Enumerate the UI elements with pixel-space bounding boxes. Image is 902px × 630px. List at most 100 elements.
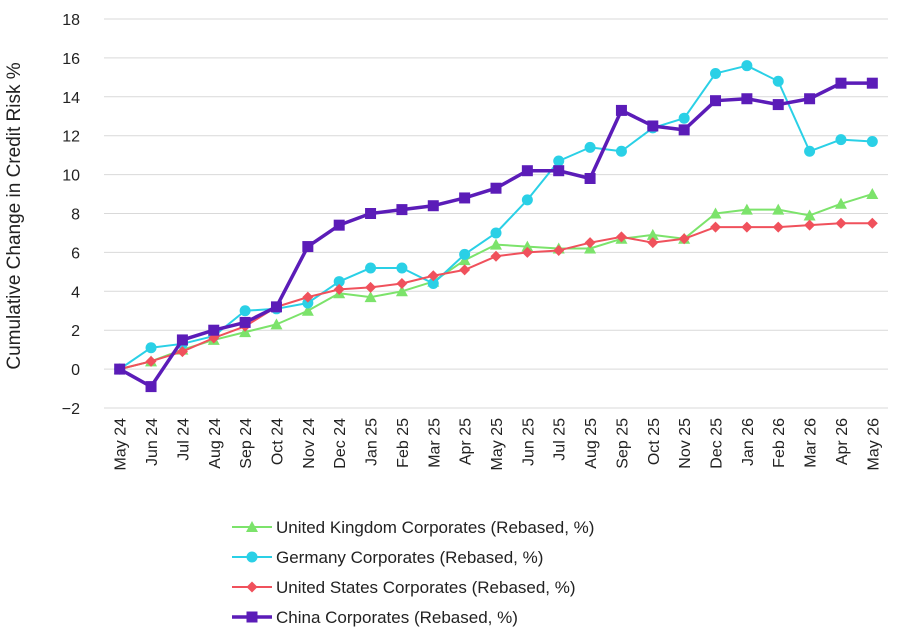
data-point [490, 182, 502, 194]
y-tick-label: 0 [71, 362, 80, 379]
data-point [459, 192, 471, 204]
data-point [333, 276, 345, 288]
data-point [615, 231, 627, 243]
x-tick-label: Jun 25 [520, 418, 537, 466]
y-tick-label: 14 [62, 90, 80, 107]
legend-marker [246, 521, 258, 532]
data-point [145, 342, 157, 354]
data-point [365, 281, 377, 293]
data-point [333, 219, 345, 231]
legend-marker [246, 551, 258, 563]
x-tick-label: Dec 24 [332, 418, 349, 469]
legend-item: United Kingdom Corporates (Rebased, %) [232, 518, 594, 537]
data-point [521, 246, 533, 258]
data-point [396, 262, 408, 274]
x-tick-label: Jul 24 [175, 418, 192, 461]
data-point [208, 324, 220, 336]
x-tick-label: Nov 25 [677, 418, 694, 469]
x-tick-label: Mar 25 [426, 418, 443, 468]
x-tick-label: Feb 25 [395, 418, 412, 468]
data-point [584, 237, 596, 249]
data-point [710, 221, 722, 233]
data-point [866, 77, 878, 89]
legend-item: United States Corporates (Rebased, %) [232, 578, 576, 597]
data-point [804, 145, 816, 157]
y-tick-label: 18 [62, 12, 80, 29]
data-point [835, 77, 847, 89]
legend-label: United Kingdom Corporates (Rebased, %) [276, 518, 594, 537]
y-tick-label: 8 [71, 207, 80, 224]
data-point [395, 285, 408, 297]
x-tick-label: May 25 [489, 418, 506, 471]
x-tick-label: Jun 24 [144, 418, 161, 466]
data-point [710, 95, 722, 107]
y-tick-label: 4 [71, 284, 80, 301]
data-point [772, 99, 784, 111]
data-point [678, 233, 690, 245]
x-tick-label: Jul 25 [552, 418, 569, 461]
data-point [270, 318, 283, 330]
x-tick-label: Sep 24 [238, 418, 255, 469]
data-point [427, 270, 439, 282]
data-point [114, 363, 126, 375]
data-point [740, 203, 753, 215]
legend: United Kingdom Corporates (Rebased, %) Ge… [232, 518, 594, 627]
data-point [176, 334, 188, 346]
data-point [427, 200, 439, 212]
data-point [365, 208, 377, 219]
x-tick-label: Aug 24 [207, 418, 224, 469]
x-tick-label: Feb 26 [771, 418, 788, 468]
data-point [709, 207, 722, 219]
data-point [490, 227, 502, 239]
x-axis-ticks: May 24 Jun 24 Jul 24 Aug 24 Sep 24 Oct 24 Nov … [113, 418, 883, 471]
y-tick-label: 12 [62, 129, 80, 146]
legend-label: China Corporates (Rebased, %) [276, 608, 518, 627]
data-point [239, 316, 251, 328]
data-point [521, 165, 533, 177]
data-point [710, 67, 722, 79]
x-tick-label: Mar 26 [803, 418, 820, 468]
data-point [521, 240, 534, 252]
data-point [647, 237, 659, 249]
data-point [365, 262, 377, 274]
x-tick-label: Apr 25 [458, 418, 475, 465]
x-tick-label: Oct 24 [269, 418, 286, 465]
y-tick-label: 16 [62, 51, 80, 68]
data-point [553, 165, 565, 177]
x-tick-label: Nov 24 [301, 418, 318, 469]
data-point [302, 241, 314, 253]
data-point [866, 217, 878, 229]
gridlines [104, 18, 888, 409]
series-triangle [113, 188, 879, 375]
data-point [772, 221, 784, 233]
legend-marker [246, 611, 258, 623]
data-point [396, 278, 408, 290]
data-point [427, 278, 439, 290]
data-point [772, 203, 785, 215]
y-tick-label: 2 [71, 323, 80, 340]
data-point [804, 219, 816, 231]
data-point [647, 120, 659, 132]
data-point [270, 301, 282, 313]
data-point [145, 381, 157, 393]
data-point [866, 136, 878, 148]
series-line [119, 193, 873, 371]
series-line [119, 64, 873, 370]
x-tick-label: Jan 26 [740, 418, 757, 466]
data-point [615, 104, 627, 116]
data-point [145, 355, 157, 367]
data-point [804, 93, 816, 105]
data-point [301, 304, 314, 316]
data-point [396, 204, 408, 216]
legend-label: United States Corporates (Rebased, %) [276, 578, 576, 597]
y-tick-label: 6 [71, 245, 80, 262]
legend-item: China Corporates (Rebased, %) [232, 608, 518, 627]
data-point [364, 291, 377, 303]
y-tick-label: 10 [62, 168, 80, 185]
x-tick-label: Aug 25 [583, 418, 600, 469]
data-point [239, 305, 251, 317]
x-tick-label: Oct 25 [646, 418, 663, 465]
x-tick-label: Apr 26 [834, 418, 851, 465]
series-square [114, 77, 878, 393]
data-point [302, 291, 314, 303]
